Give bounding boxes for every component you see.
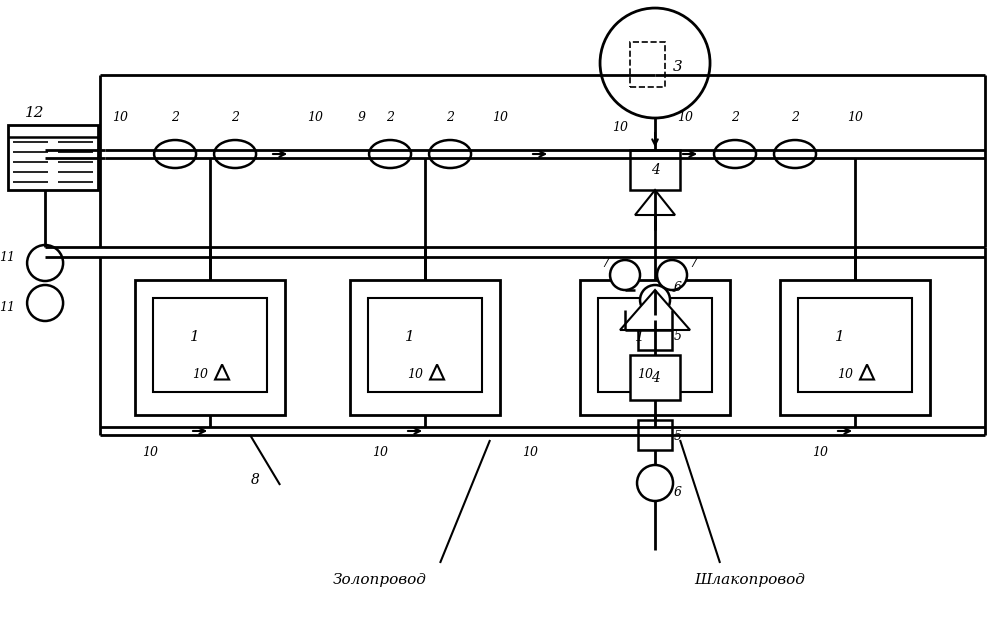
Text: 2: 2 <box>171 110 179 124</box>
Text: 1: 1 <box>835 330 845 345</box>
Text: Шлакопровод: Шлакопровод <box>695 573 805 587</box>
Ellipse shape <box>774 140 816 168</box>
Text: 10: 10 <box>837 368 853 381</box>
Text: 10: 10 <box>847 110 863 124</box>
Ellipse shape <box>154 140 196 168</box>
Text: 1: 1 <box>405 330 415 345</box>
Circle shape <box>640 285 670 315</box>
Circle shape <box>27 245 63 281</box>
Text: 5: 5 <box>674 431 682 443</box>
Polygon shape <box>635 190 675 215</box>
Circle shape <box>610 260 640 290</box>
Text: 11: 11 <box>0 300 15 314</box>
Text: 10: 10 <box>142 446 158 460</box>
Bar <box>8 125 98 190</box>
Bar <box>350 280 500 415</box>
Text: 1: 1 <box>635 330 645 345</box>
Text: 10: 10 <box>612 121 628 133</box>
Text: 10: 10 <box>307 110 323 124</box>
Bar <box>638 420 672 450</box>
Ellipse shape <box>369 140 411 168</box>
Text: 10: 10 <box>407 368 423 381</box>
Bar <box>598 298 712 392</box>
Text: 3: 3 <box>673 60 683 74</box>
Text: 6: 6 <box>674 486 682 500</box>
Text: 10: 10 <box>192 368 208 381</box>
Text: 10: 10 <box>637 368 653 381</box>
Polygon shape <box>860 364 874 380</box>
Text: 7: 7 <box>601 257 609 269</box>
Ellipse shape <box>429 140 471 168</box>
Circle shape <box>27 285 63 321</box>
Text: 4: 4 <box>651 371 659 385</box>
Circle shape <box>600 8 710 118</box>
Circle shape <box>657 260 687 290</box>
Polygon shape <box>430 364 444 380</box>
Bar <box>135 280 285 415</box>
Text: 9: 9 <box>358 110 366 124</box>
Polygon shape <box>660 364 674 380</box>
Text: Золопровод: Золопровод <box>333 573 427 587</box>
Bar <box>780 280 930 415</box>
Text: 10: 10 <box>522 446 538 460</box>
Bar <box>153 298 267 392</box>
Text: 10: 10 <box>372 446 388 460</box>
Text: 2: 2 <box>446 110 454 124</box>
Text: 8: 8 <box>251 473 260 487</box>
Text: 10: 10 <box>677 110 693 124</box>
Text: 1: 1 <box>190 330 200 345</box>
Text: 2: 2 <box>731 110 739 124</box>
Text: 10: 10 <box>492 110 508 124</box>
Text: 7: 7 <box>689 257 697 269</box>
Ellipse shape <box>714 140 756 168</box>
Text: 12: 12 <box>25 106 45 120</box>
Ellipse shape <box>214 140 256 168</box>
Circle shape <box>637 465 673 501</box>
Bar <box>630 42 665 87</box>
Bar <box>798 298 912 392</box>
Text: 2: 2 <box>791 110 799 124</box>
Text: 5: 5 <box>674 330 682 344</box>
Polygon shape <box>215 364 229 380</box>
Polygon shape <box>620 290 690 330</box>
Text: 10: 10 <box>812 446 828 460</box>
Bar <box>638 320 672 350</box>
Bar <box>368 298 482 392</box>
Text: 11: 11 <box>0 250 15 264</box>
Text: 2: 2 <box>386 110 394 124</box>
Text: 10: 10 <box>112 110 128 124</box>
Text: 4: 4 <box>651 163 659 177</box>
Bar <box>630 150 680 190</box>
Text: 6: 6 <box>674 281 682 293</box>
Bar <box>580 280 730 415</box>
Bar <box>630 355 680 400</box>
Text: 2: 2 <box>231 110 239 124</box>
